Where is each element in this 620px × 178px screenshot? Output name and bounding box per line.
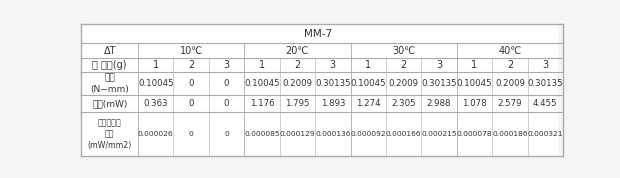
Text: 3: 3 [330,60,336,70]
Text: 0.000129: 0.000129 [280,131,315,137]
Text: 4.455: 4.455 [533,99,557,108]
Text: 0.000321: 0.000321 [528,131,563,137]
Text: 30℃: 30℃ [392,46,415,56]
Text: 0: 0 [188,99,194,108]
Text: 0: 0 [224,131,229,137]
Text: 2: 2 [507,60,513,70]
Text: 0.000166: 0.000166 [386,131,422,137]
Text: 출력(mW): 출력(mW) [92,99,127,108]
Text: 1.078: 1.078 [462,99,487,108]
Text: 0.2009: 0.2009 [495,79,525,88]
Text: 0.000186: 0.000186 [492,131,528,137]
Text: 40℃: 40℃ [498,46,521,56]
Text: 2.988: 2.988 [427,99,451,108]
Text: ΔT: ΔT [104,46,116,56]
Text: 0.30135: 0.30135 [528,79,563,88]
Text: 0.10045: 0.10045 [457,79,492,88]
Text: 0: 0 [224,99,229,108]
Text: 0.363: 0.363 [143,99,168,108]
Text: 0.2009: 0.2009 [389,79,419,88]
Text: 0.30135: 0.30135 [421,79,457,88]
Text: 0.2009: 0.2009 [282,79,312,88]
Text: 0.000136: 0.000136 [315,131,350,137]
Text: 3: 3 [224,60,229,70]
Text: 1: 1 [153,60,159,70]
Text: 2.305: 2.305 [391,99,416,108]
Text: 2: 2 [188,60,194,70]
Text: 추 질량(g): 추 질량(g) [92,60,127,70]
Text: 0.000078: 0.000078 [457,131,492,137]
Text: 토크
(N−mm): 토크 (N−mm) [91,74,129,94]
Text: 0.000215: 0.000215 [422,131,457,137]
Text: 1: 1 [471,60,477,70]
Text: MM-7: MM-7 [304,29,332,39]
Text: 1.176: 1.176 [250,99,274,108]
Text: 10℃: 10℃ [180,46,203,56]
Text: 1.893: 1.893 [321,99,345,108]
Text: 0.000085: 0.000085 [244,131,280,137]
Text: 0: 0 [188,79,194,88]
Text: 2.579: 2.579 [498,99,522,108]
Text: 3: 3 [542,60,548,70]
Text: 2: 2 [294,60,301,70]
Text: 1: 1 [259,60,265,70]
Text: 3: 3 [436,60,442,70]
Text: 0.10045: 0.10045 [350,79,386,88]
Text: 단위면적당
출력
(mW/mm2): 단위면적당 출력 (mW/mm2) [87,118,132,150]
Text: 0: 0 [188,131,193,137]
Text: 1.795: 1.795 [285,99,309,108]
Text: 1: 1 [365,60,371,70]
Text: 20℃: 20℃ [286,46,309,56]
Text: 2: 2 [401,60,407,70]
Text: 0: 0 [224,79,229,88]
Text: 0.10045: 0.10045 [138,79,174,88]
Text: 1.274: 1.274 [356,99,381,108]
Text: 0.000092: 0.000092 [350,131,386,137]
Text: 0.30135: 0.30135 [315,79,351,88]
Text: 0.000026: 0.000026 [138,131,174,137]
Text: 0.10045: 0.10045 [244,79,280,88]
